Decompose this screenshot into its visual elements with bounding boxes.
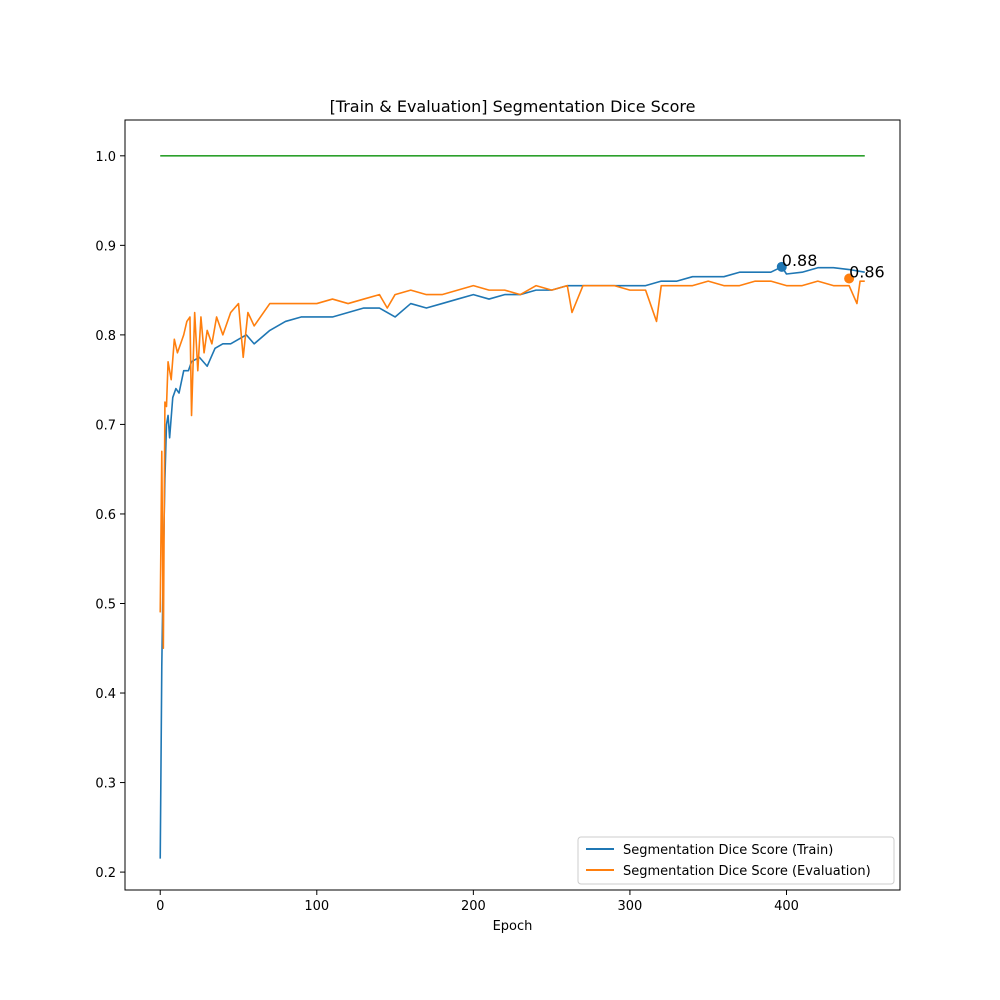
plot-frame [124, 119, 901, 891]
y-tick-label: 0.9 [95, 239, 116, 254]
y-tick-label: 0.5 [95, 597, 116, 612]
legend-box [577, 836, 895, 885]
legend: Segmentation Dice Score (Train) Segmenta… [577, 836, 895, 885]
x-tick-label: 200 [461, 899, 486, 914]
annotation-marker-0 [776, 261, 787, 272]
y-tick-label: 0.2 [95, 866, 116, 881]
annotation-marker-1 [844, 273, 855, 284]
annotation-label-1: 0.86 [849, 262, 885, 281]
y-tick-label: 0.3 [95, 777, 116, 792]
y-tick-label: 0.8 [95, 329, 116, 344]
x-tick-label: 0 [156, 899, 164, 914]
plot-area: 0.88 0.86 [159, 155, 885, 859]
y-tick-label: 1.0 [95, 150, 116, 165]
y-tick-label: 0.6 [95, 508, 116, 523]
x-axis-label: Epoch [493, 919, 533, 934]
y-axis: 0.2 0.3 0.4 0.5 0.6 0.7 0.8 0.9 1.0 [95, 150, 125, 881]
x-axis: 0 100 200 300 400 [156, 890, 799, 914]
x-tick-label: 300 [618, 899, 643, 914]
legend-label-train: Segmentation Dice Score (Train) [623, 843, 833, 858]
chart-title: [Train & Evaluation] Segmentation Dice S… [330, 97, 696, 116]
annotation-label-0: 0.88 [782, 251, 818, 270]
series-line-train [159, 266, 865, 859]
x-tick-label: 400 [774, 899, 799, 914]
legend-label-evaluation: Segmentation Dice Score (Evaluation) [623, 864, 871, 879]
y-tick-label: 0.4 [95, 687, 116, 702]
y-tick-label: 0.7 [95, 418, 116, 433]
x-tick-label: 100 [304, 899, 329, 914]
series-line-evaluation [159, 280, 865, 650]
